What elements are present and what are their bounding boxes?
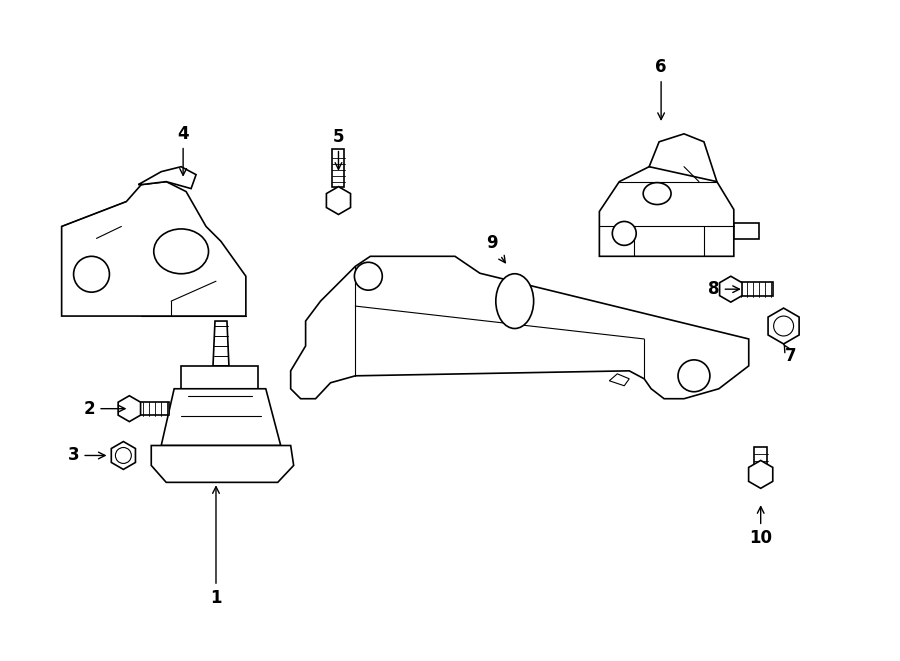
Polygon shape	[768, 308, 799, 344]
Polygon shape	[181, 366, 257, 389]
Polygon shape	[61, 182, 246, 316]
Polygon shape	[609, 374, 629, 386]
Polygon shape	[749, 461, 773, 488]
Ellipse shape	[154, 229, 209, 274]
Text: 7: 7	[784, 344, 796, 365]
Polygon shape	[649, 134, 717, 182]
Polygon shape	[291, 256, 749, 399]
Circle shape	[774, 316, 794, 336]
Polygon shape	[754, 447, 767, 483]
Ellipse shape	[496, 274, 534, 329]
Polygon shape	[327, 186, 350, 214]
Polygon shape	[734, 223, 759, 239]
Polygon shape	[134, 402, 169, 415]
Polygon shape	[151, 446, 293, 483]
Text: 2: 2	[84, 400, 125, 418]
Polygon shape	[213, 321, 229, 366]
Circle shape	[115, 447, 131, 463]
Circle shape	[678, 360, 710, 392]
Text: 10: 10	[749, 506, 772, 547]
Circle shape	[74, 256, 110, 292]
Polygon shape	[118, 396, 140, 422]
Circle shape	[612, 221, 636, 245]
Text: 5: 5	[333, 128, 344, 169]
Ellipse shape	[644, 182, 671, 204]
Polygon shape	[599, 167, 733, 256]
Text: 4: 4	[177, 125, 189, 175]
Text: 8: 8	[708, 280, 740, 298]
Polygon shape	[736, 282, 772, 296]
Polygon shape	[720, 276, 742, 302]
Circle shape	[355, 262, 382, 290]
Text: 1: 1	[211, 486, 221, 607]
Text: 3: 3	[68, 446, 105, 465]
Text: 6: 6	[655, 58, 667, 120]
Polygon shape	[161, 389, 281, 446]
Polygon shape	[332, 149, 345, 186]
Polygon shape	[139, 167, 196, 188]
Polygon shape	[112, 442, 136, 469]
Text: 9: 9	[486, 235, 505, 262]
